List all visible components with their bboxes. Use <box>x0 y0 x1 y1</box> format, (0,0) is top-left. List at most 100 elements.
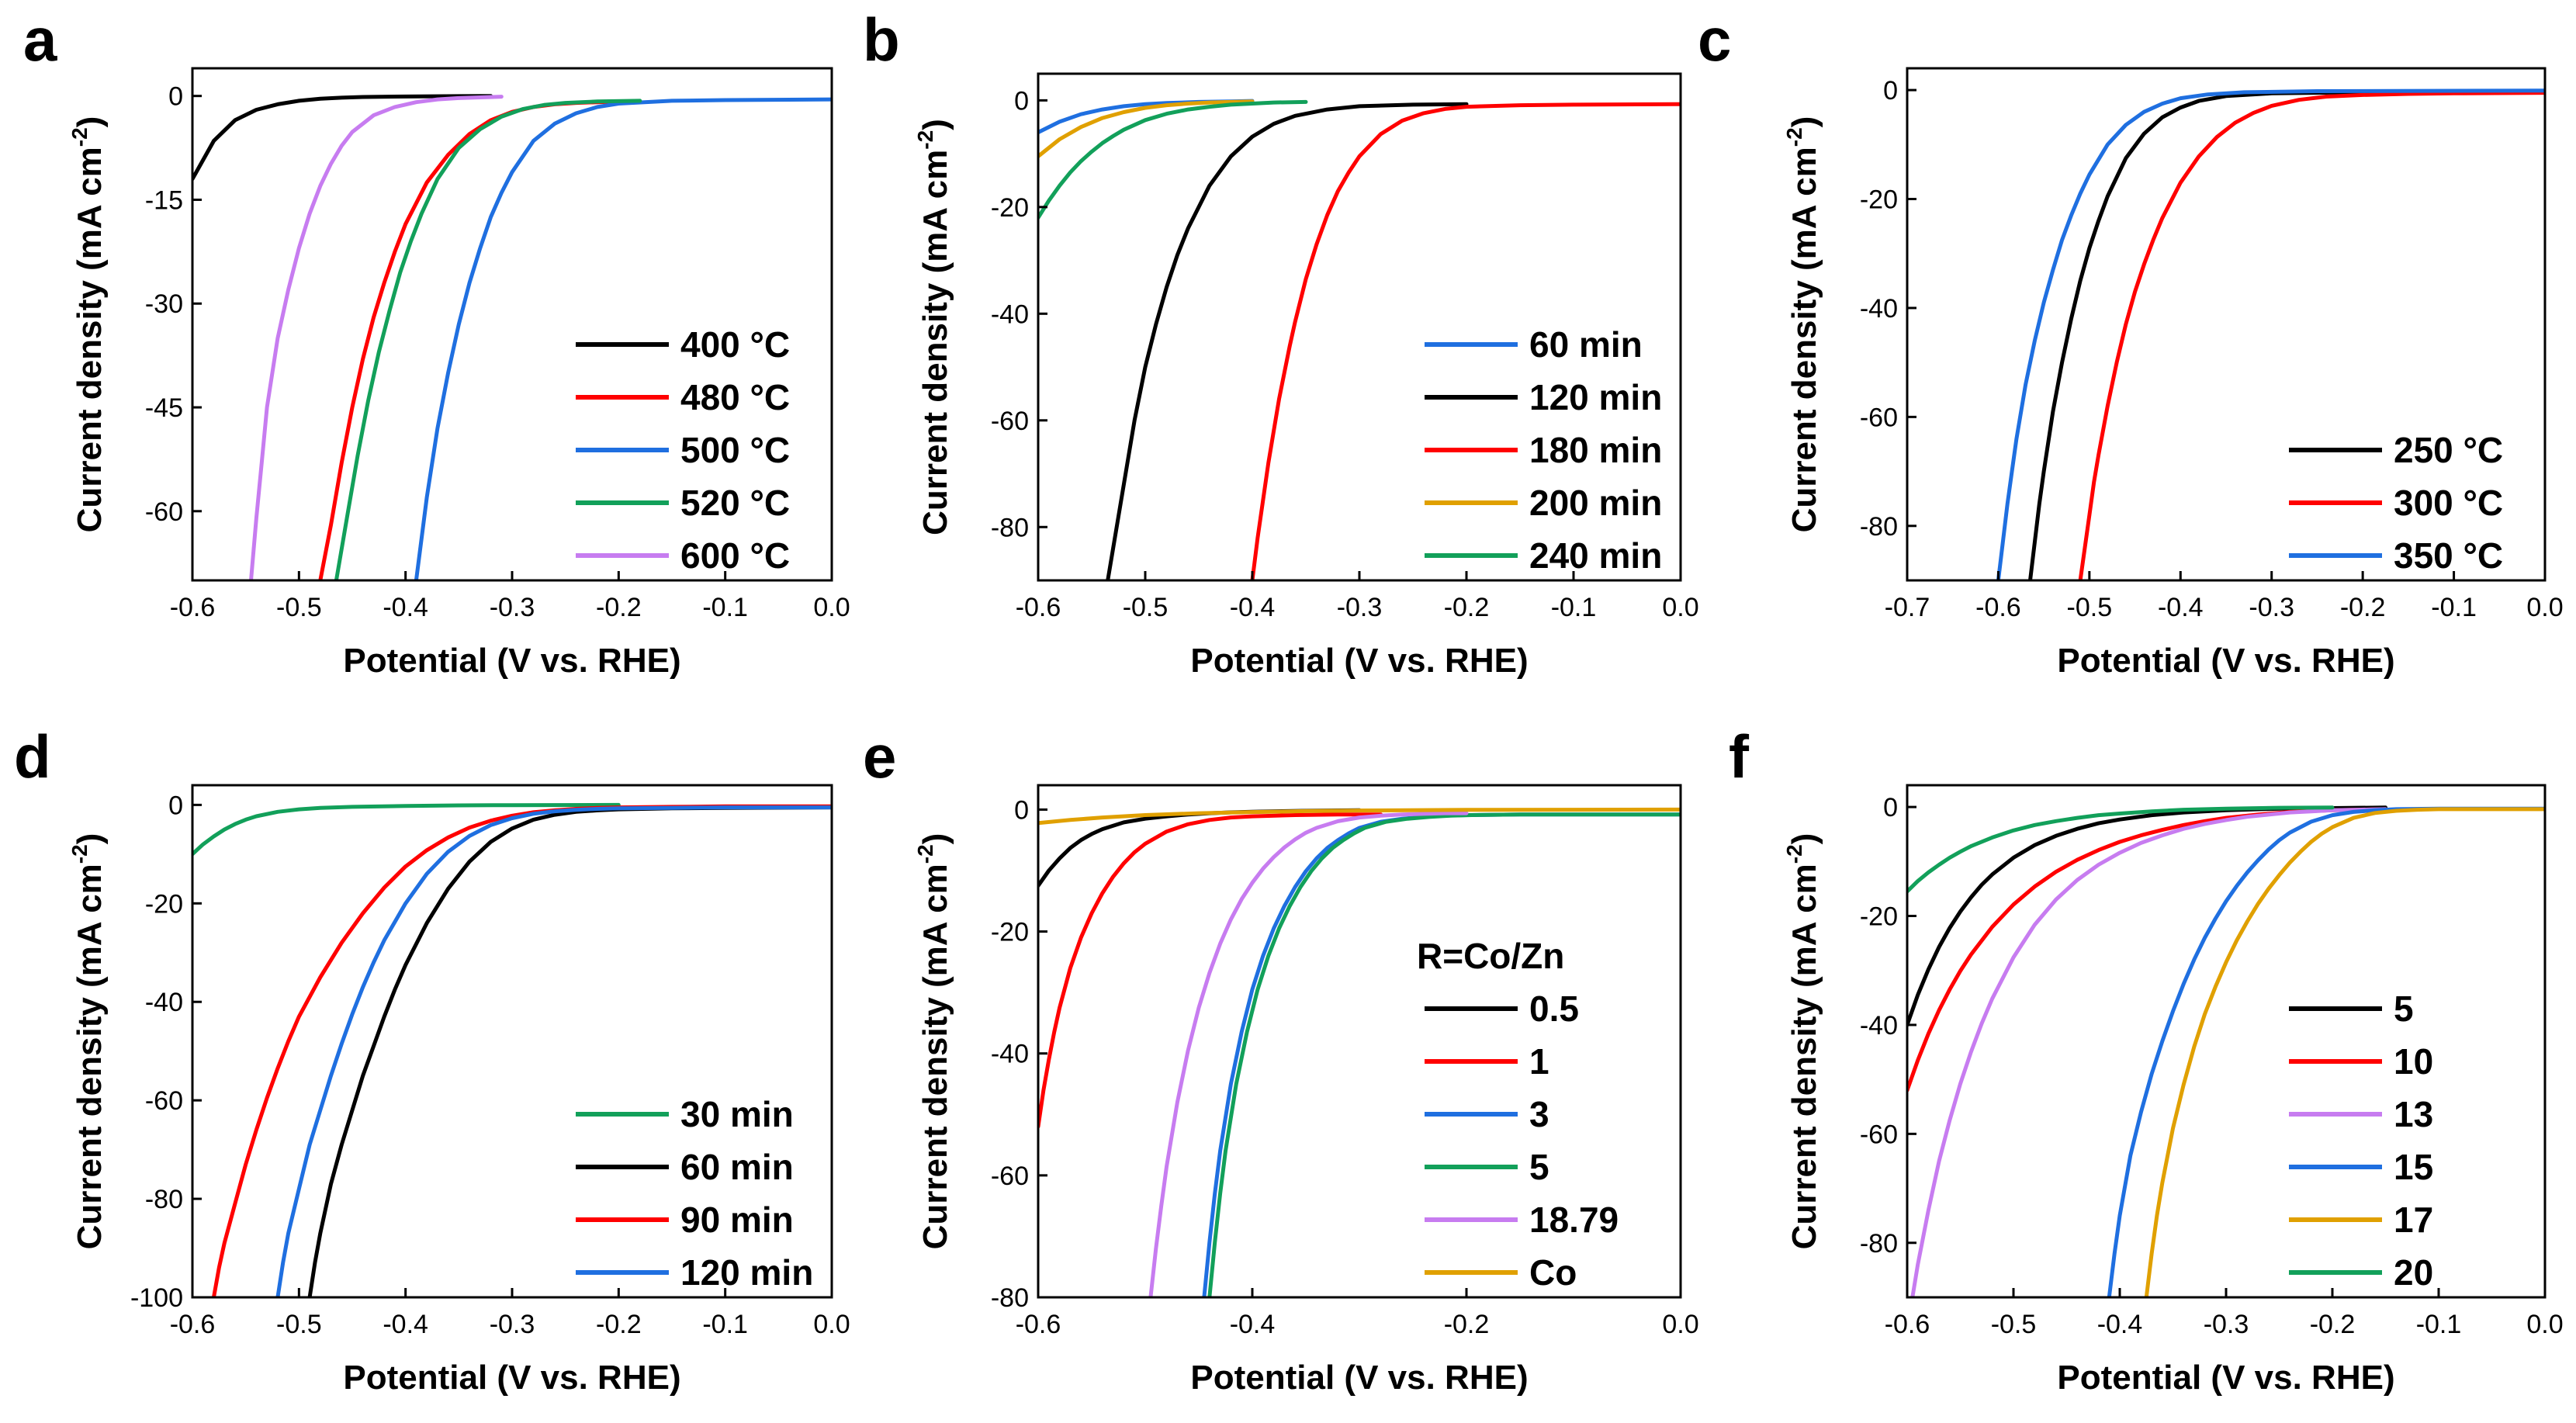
legend-label-0: 5 <box>2394 988 2414 1029</box>
x-tick-label: -0.1 <box>2431 593 2477 622</box>
y-tick-label: -60 <box>991 1162 1029 1191</box>
series-line-3 <box>275 805 832 1297</box>
series-lines <box>1038 807 1681 1297</box>
series-line-2 <box>1910 807 2387 1297</box>
legend-label-3: 15 <box>2394 1147 2433 1187</box>
legend-label-5: 20 <box>2394 1252 2433 1293</box>
y-tick-label: -20 <box>991 193 1029 223</box>
x-tick-label: -0.3 <box>490 593 535 622</box>
y-axis-label-tail: ) <box>71 833 109 845</box>
x-tick-label: -0.3 <box>1337 593 1383 622</box>
panel-b: b -0.6 -0.5 -0.4 -0.3 -0.2 -0.1 0.0 0 -20 -40 -60 -8… <box>863 5 1699 680</box>
x-axis-label: Potential (V vs. RHE) <box>2057 1359 2394 1397</box>
y-axis-label-tail: ) <box>71 116 109 128</box>
legend-label-0: 250 °C <box>2394 430 2503 470</box>
y-tick-label: -20 <box>991 918 1029 947</box>
legend-label-2: 3 <box>1529 1094 1549 1134</box>
legend-label-1: 10 <box>2394 1041 2433 1082</box>
series-line-3 <box>2107 806 2545 1297</box>
legend-label-0: 60 min <box>1529 324 1643 365</box>
y-tick-label: -80 <box>1860 1229 1898 1259</box>
y-tick-label: -40 <box>1860 1011 1898 1040</box>
series-line-5 <box>1907 805 2335 894</box>
legend-label-0: 0.5 <box>1529 988 1579 1029</box>
y-tick-label: -15 <box>145 185 183 215</box>
x-tick-label: -0.5 <box>1123 593 1169 622</box>
series-line-2 <box>414 97 832 580</box>
panel-letter: b <box>863 5 900 74</box>
y-axis-label-sup: -2 <box>1782 127 1806 147</box>
panel-f: f -0.6 -0.5 -0.4 -0.3 -0.2 -0.1 0.0 0 -20 -40 -60 -8… <box>1729 722 2564 1397</box>
y-tick-label: -20 <box>1860 185 1898 215</box>
legend: 60 min 120 min 180 min 200 min 240 min <box>1425 324 1662 576</box>
x-tick-label: -0.4 <box>2158 593 2204 622</box>
series-lines <box>192 94 832 580</box>
x-axis-label: Potential (V vs. RHE) <box>343 642 680 680</box>
panel-d: d -0.6 -0.5 -0.4 -0.3 -0.2 -0.1 0.0 0 -20 -40 -60 -8… <box>14 722 850 1397</box>
series-line-0 <box>192 94 493 182</box>
y-axis-label-sup: -2 <box>913 130 937 150</box>
series-line-4 <box>2144 807 2545 1297</box>
legend: 400 °C 480 °C 500 °C 520 °C 600 °C <box>576 324 790 576</box>
x-tick-label: -0.6 <box>1016 1310 1061 1339</box>
x-tick-label: 0.0 <box>1662 593 1698 622</box>
legend-label-4: 17 <box>2394 1200 2433 1240</box>
y-tick-label: -60 <box>991 407 1029 436</box>
x-tick-label: -0.5 <box>276 593 322 622</box>
y-tick-label: -40 <box>991 299 1029 329</box>
y-tick-label: -40 <box>1860 294 1898 324</box>
legend: R=Co/Zn 0.5 1 3 5 18.79 Co <box>1417 936 1619 1293</box>
y-axis-label-main: Current density (mA cm <box>916 864 954 1249</box>
panel-letter: c <box>1698 5 1731 74</box>
series-line-2 <box>1250 102 1681 580</box>
series-line-1 <box>2078 91 2545 580</box>
y-axis-label: Current density (mA cm-2) <box>68 833 109 1250</box>
legend-label-2: 500 °C <box>680 430 790 470</box>
legend-label-2: 180 min <box>1529 430 1662 470</box>
series-line-1 <box>1106 102 1469 580</box>
y-tick-label: -80 <box>145 1185 183 1214</box>
x-tick-label: -0.5 <box>276 1310 322 1339</box>
x-tick-label: -0.2 <box>1444 593 1490 622</box>
y-tick-label: -20 <box>145 889 183 919</box>
y-axis-label-main: Current density (mA cm <box>1785 864 1823 1249</box>
y-axis-label-sup: -2 <box>68 127 92 147</box>
x-tick-label: -0.6 <box>1016 593 1061 622</box>
x-tick-label: -0.5 <box>2067 593 2113 622</box>
y-axis-label-tail: ) <box>916 833 954 845</box>
x-tick-label: -0.6 <box>170 593 216 622</box>
legend-label-2: 90 min <box>680 1200 794 1240</box>
y-tick-label: -40 <box>991 1040 1029 1069</box>
series-lines <box>192 802 832 1297</box>
x-tick-label: -0.1 <box>1551 593 1597 622</box>
series-line-1 <box>318 99 621 580</box>
panel-letter: a <box>23 5 57 74</box>
x-tick-label: -0.3 <box>2204 1310 2249 1339</box>
series-line-3 <box>1038 99 1255 158</box>
x-tick-label: -0.6 <box>1885 1310 1930 1339</box>
series-lines <box>1907 805 2545 1297</box>
series-line-0 <box>1907 805 2387 1027</box>
y-tick-label: -100 <box>130 1283 183 1313</box>
legend-label-2: 13 <box>2394 1094 2433 1134</box>
y-tick-label: 0 <box>1014 86 1029 116</box>
x-tick-label: -0.5 <box>1991 1310 2037 1339</box>
legend-title: R=Co/Zn <box>1417 936 1564 976</box>
x-axis-label: Potential (V vs. RHE) <box>2057 642 2394 680</box>
y-axis-label: Current density (mA cm-2) <box>68 116 109 533</box>
series-line-0 <box>2028 89 2545 580</box>
legend-label-3: 520 °C <box>680 483 790 523</box>
y-axis-label-main: Current density (mA cm <box>71 147 109 532</box>
legend-label-3: 5 <box>1529 1147 1549 1187</box>
y-axis-label: Current density (mA cm-2) <box>913 119 954 535</box>
legend-label-5: Co <box>1529 1252 1577 1293</box>
x-axis-label: Potential (V vs. RHE) <box>1190 642 1528 680</box>
panel-letter: d <box>14 722 51 791</box>
legend-label-0: 400 °C <box>680 324 790 365</box>
x-tick-label: -0.2 <box>596 1310 642 1339</box>
x-tick-label: 0.0 <box>813 593 850 622</box>
legend-label-1: 120 min <box>1529 377 1662 417</box>
series-line-0 <box>192 802 621 857</box>
x-tick-label: 0.0 <box>2526 593 2563 622</box>
x-tick-label: -0.7 <box>1885 593 1930 622</box>
